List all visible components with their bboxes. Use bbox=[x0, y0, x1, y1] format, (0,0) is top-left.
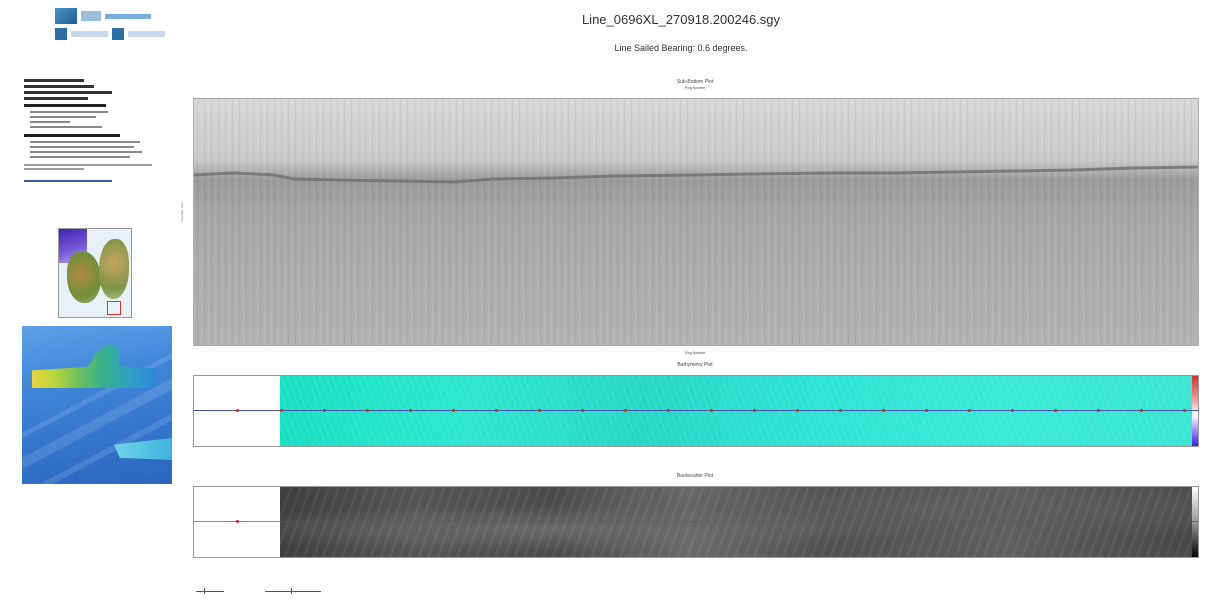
bathymetry-overview-map bbox=[22, 326, 172, 484]
info-item bbox=[24, 140, 174, 145]
track-marker bbox=[236, 520, 239, 523]
logo-row-1 bbox=[55, 8, 165, 24]
logo-mark-icon bbox=[127, 31, 165, 37]
track-marker bbox=[452, 409, 455, 412]
info-line bbox=[24, 84, 174, 90]
track-marker bbox=[667, 409, 670, 412]
info-link[interactable] bbox=[24, 178, 174, 184]
location-map bbox=[44, 216, 144, 318]
info-heading bbox=[24, 133, 174, 140]
track-marker bbox=[495, 409, 498, 412]
track-marker bbox=[409, 409, 412, 412]
info-item bbox=[24, 125, 174, 130]
track-line bbox=[194, 410, 1198, 411]
track-marker bbox=[925, 409, 928, 412]
sub-bottom-profile bbox=[193, 98, 1199, 346]
info-paragraph bbox=[24, 163, 174, 172]
track-marker bbox=[1183, 409, 1186, 412]
page-subtitle: Line Sailed Bearing: 0.6 degrees. bbox=[614, 43, 748, 53]
sub-bottom-bottom-axis-label: Ping Number bbox=[684, 351, 706, 355]
bathymetry-plot bbox=[193, 375, 1199, 447]
info-item bbox=[24, 155, 174, 160]
sidescan-image bbox=[280, 487, 1192, 557]
sub-bottom-top-axis-label: Ping Number bbox=[684, 86, 706, 90]
info-item bbox=[24, 115, 174, 120]
bathymetry-image bbox=[280, 376, 1192, 446]
info-item bbox=[24, 150, 174, 155]
location-map-icon bbox=[58, 228, 132, 318]
track-marker bbox=[236, 409, 239, 412]
info-heading bbox=[24, 103, 174, 110]
logo-area bbox=[55, 8, 165, 56]
track-marker bbox=[323, 409, 326, 412]
logo-mark-icon bbox=[105, 13, 151, 19]
survey-coverage-patch bbox=[114, 438, 172, 460]
info-item bbox=[24, 120, 174, 125]
track-marker bbox=[1011, 409, 1014, 412]
sub-bottom-y-axis-label: Two-Way Time bbox=[179, 202, 184, 222]
logo-mark-icon bbox=[55, 8, 77, 24]
scale-bar-icon bbox=[196, 586, 226, 596]
track-marker bbox=[280, 409, 283, 412]
track-marker bbox=[1097, 409, 1100, 412]
logo-mark-icon bbox=[70, 31, 108, 37]
bathymetry-colorbar bbox=[1192, 376, 1198, 446]
map-landmass bbox=[99, 239, 129, 299]
map-landmass bbox=[67, 251, 101, 303]
page-title: Line_0696XL_270918.200246.sgy bbox=[581, 12, 781, 27]
info-line bbox=[24, 96, 174, 102]
track-marker bbox=[839, 409, 842, 412]
sidescan-plot bbox=[193, 486, 1199, 558]
track-marker bbox=[1140, 409, 1143, 412]
logo-mark-icon bbox=[55, 28, 67, 40]
map-survey-area-marker bbox=[107, 301, 121, 315]
info-line bbox=[24, 78, 174, 84]
bathymetry-title: Bathymetry Plot bbox=[677, 362, 713, 368]
track-marker bbox=[624, 409, 627, 412]
track-marker bbox=[710, 409, 713, 412]
sidescan-colorbar bbox=[1192, 487, 1198, 557]
track-marker bbox=[968, 409, 971, 412]
logo-mark-icon bbox=[112, 28, 124, 40]
track-line bbox=[194, 521, 1198, 522]
sidescan-title: Backscatter Plot bbox=[676, 473, 714, 479]
logo-row-2 bbox=[55, 28, 165, 40]
info-item bbox=[24, 145, 174, 150]
track-marker bbox=[581, 409, 584, 412]
seabed-reflector bbox=[194, 165, 1198, 184]
track-marker bbox=[538, 409, 541, 412]
sub-bottom-title: Sub-Bottom Plot bbox=[676, 79, 714, 85]
track-marker bbox=[366, 409, 369, 412]
track-marker bbox=[882, 409, 885, 412]
info-item bbox=[24, 110, 174, 115]
scale-bar-icon bbox=[265, 586, 325, 596]
survey-info-block bbox=[24, 78, 174, 184]
logo-mark-icon bbox=[81, 11, 101, 21]
info-line bbox=[24, 90, 174, 96]
track-marker bbox=[1054, 409, 1057, 412]
survey-coverage-patch bbox=[32, 344, 156, 388]
track-marker bbox=[796, 409, 799, 412]
track-marker bbox=[753, 409, 756, 412]
